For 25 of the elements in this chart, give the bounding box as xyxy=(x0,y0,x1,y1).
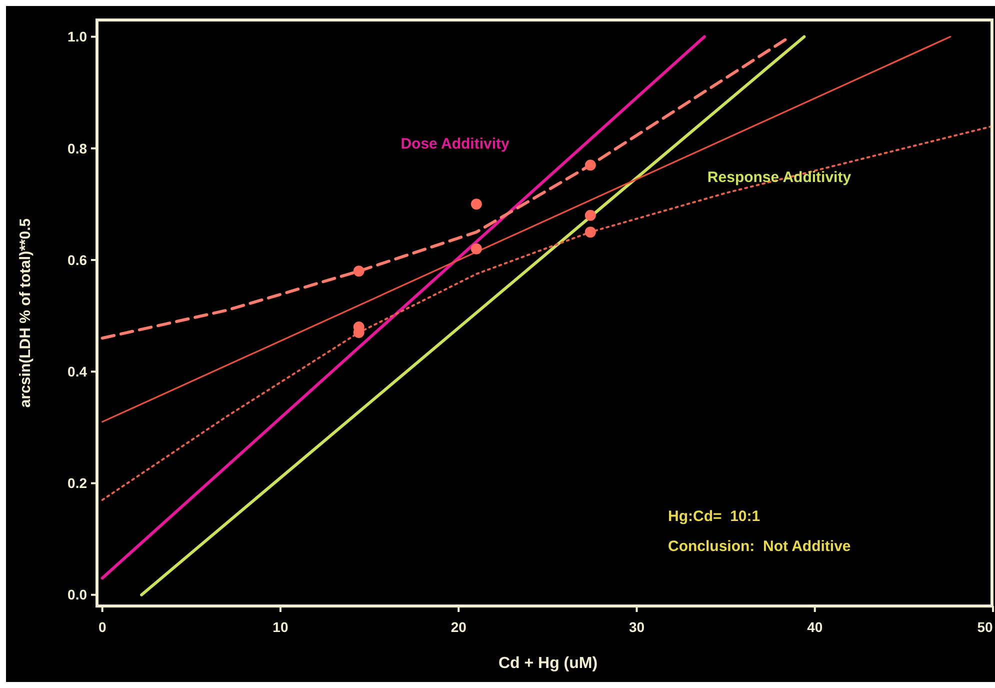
y-axis-title: arcsin(LDH % of total)**0.5 xyxy=(17,218,34,408)
x-tick-label: 0 xyxy=(98,619,106,635)
x-tick-label: 30 xyxy=(628,619,645,635)
y-tick-label: 0.0 xyxy=(68,586,88,603)
line-series xyxy=(101,125,993,501)
point xyxy=(584,226,596,238)
point xyxy=(353,266,364,277)
point xyxy=(470,243,482,254)
point xyxy=(470,198,482,210)
annotation: Conclusion: Not Additive xyxy=(668,538,851,555)
y-tick-label: 0.4 xyxy=(68,364,88,380)
text: Response Additivity xyxy=(707,168,852,186)
point xyxy=(584,210,596,221)
x-tick-label: 50 xyxy=(977,619,993,635)
y-tick-label: 1.0 xyxy=(68,28,88,45)
y-tick-label: 0.2 xyxy=(68,475,88,492)
annotation: Hg:Cd= 10:1 xyxy=(668,508,760,525)
x-tick-label: 40 xyxy=(807,619,823,635)
y-tick-label: 0.8 xyxy=(68,140,88,156)
y-tick-label: 0.6 xyxy=(68,252,88,268)
x-axis-title: Cd + Hg (uM) xyxy=(498,655,598,672)
point xyxy=(584,160,596,171)
x-tick-label: 20 xyxy=(450,619,467,635)
x-tick-label: 10 xyxy=(272,619,288,635)
text: Dose Additivity xyxy=(400,135,510,152)
